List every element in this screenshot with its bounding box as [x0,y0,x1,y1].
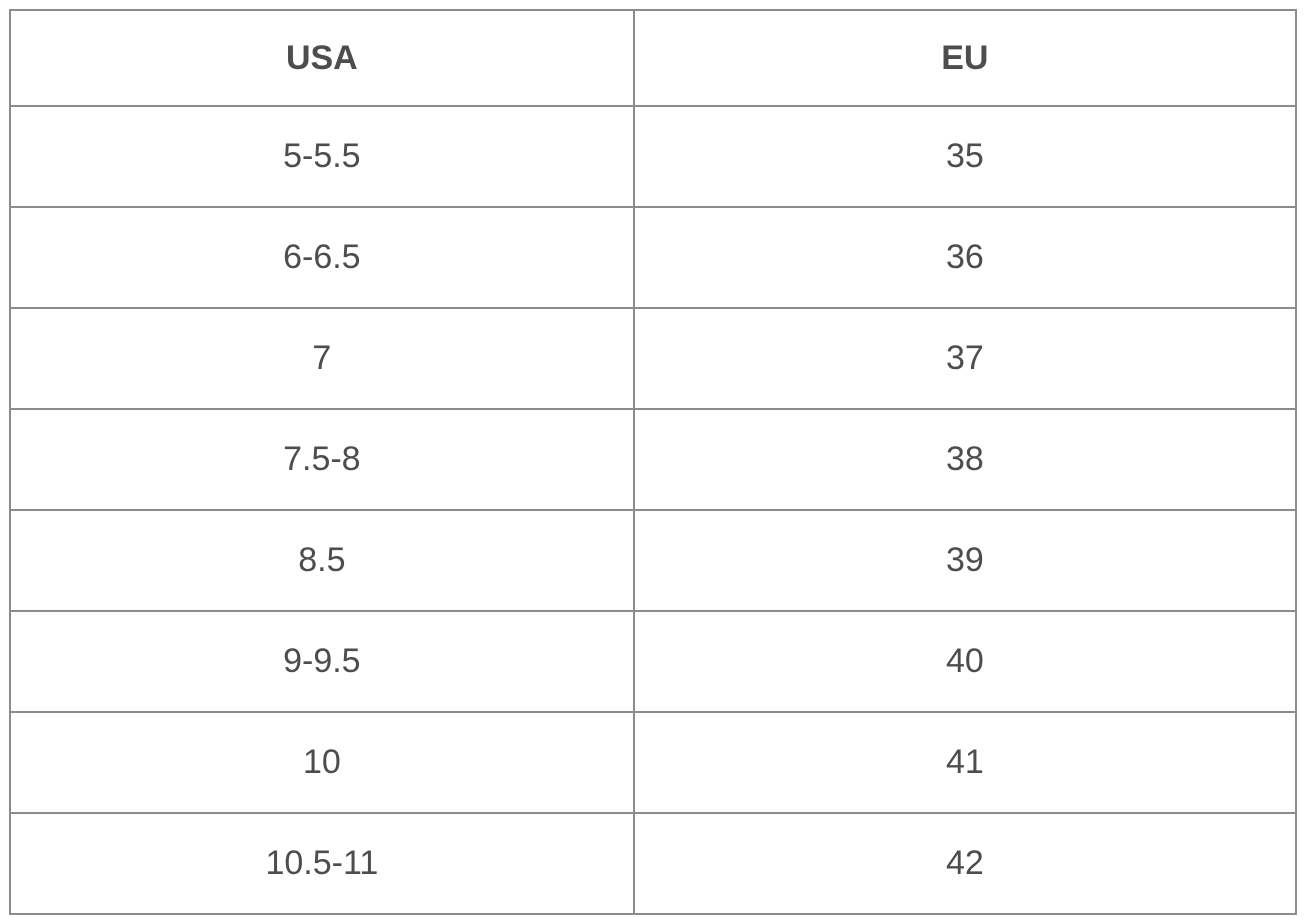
table-cell-usa: 5-5.5 [9,105,635,208]
table-row: 7 37 [9,307,1298,410]
table-row: 10 41 [9,711,1298,814]
table-cell-usa: 10.5-11 [9,812,635,915]
table-cell-usa: 8.5 [9,509,635,612]
table-cell-eu: 39 [632,509,1298,612]
table-cell-eu: 36 [632,206,1298,309]
table-cell-eu: 41 [632,711,1298,814]
table-body: 5-5.5 35 6-6.5 36 7 37 7.5-8 38 8.5 39 9… [9,105,1298,915]
table-row: 5-5.5 35 [9,105,1298,208]
table-cell-usa: 10 [9,711,635,814]
table-cell-usa: 9-9.5 [9,610,635,713]
size-conversion-table: USA EU 5-5.5 35 6-6.5 36 7 37 7.5-8 38 8 [9,9,1298,915]
table-cell-eu: 35 [632,105,1298,208]
table-row: 10.5-11 42 [9,812,1298,915]
table-cell-usa: 7 [9,307,635,410]
table-cell-usa: 7.5-8 [9,408,635,511]
column-header-usa: USA [9,9,635,107]
table-cell-usa: 6-6.5 [9,206,635,309]
header-row: USA EU [9,9,1298,107]
table-row: 9-9.5 40 [9,610,1298,713]
table-row: 7.5-8 38 [9,408,1298,511]
column-header-eu: EU [632,9,1298,107]
table-header: USA EU [9,9,1298,107]
table-cell-eu: 37 [632,307,1298,410]
table-row: 8.5 39 [9,509,1298,612]
table-row: 6-6.5 36 [9,206,1298,309]
table-cell-eu: 40 [632,610,1298,713]
table-cell-eu: 42 [632,812,1298,915]
table-cell-eu: 38 [632,408,1298,511]
